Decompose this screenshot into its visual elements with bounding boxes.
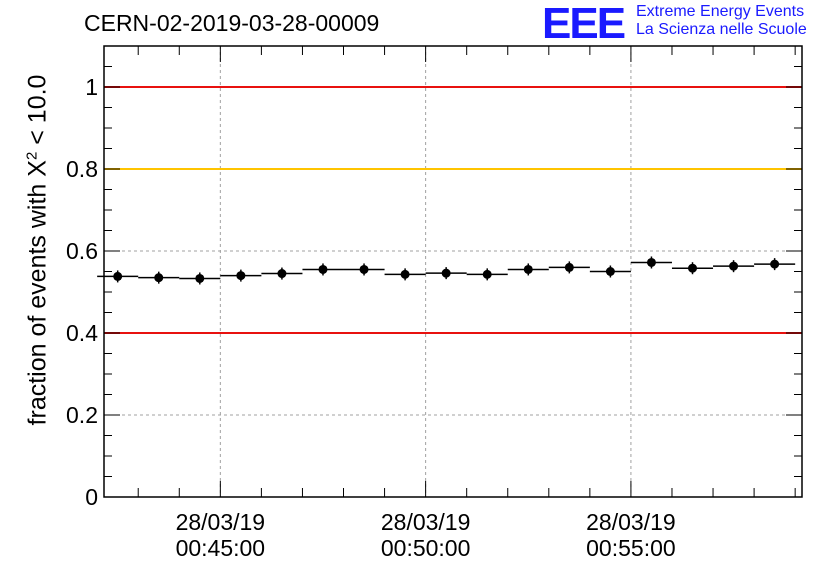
y-tick-label: 0.2 — [66, 402, 98, 428]
data-point — [318, 264, 328, 274]
y-tick-label: 0.8 — [66, 156, 98, 182]
axes — [103, 45, 803, 498]
x-tick-label-time: 00:45:00 — [176, 535, 266, 561]
data-point — [770, 259, 780, 269]
y-tick-label: 0 — [85, 484, 98, 510]
data-points — [97, 256, 796, 285]
plot-frame — [103, 45, 803, 498]
data-point — [523, 264, 533, 274]
data-point — [441, 268, 451, 278]
eee-logo: EEE — [542, 0, 626, 48]
data-point — [236, 271, 246, 281]
x-tick-label-date: 28/03/19 — [176, 509, 266, 535]
data-point — [482, 269, 492, 279]
y-tick-label: 0.4 — [66, 320, 98, 346]
brand-line-1: Extreme Energy Events — [636, 3, 805, 20]
tick-labels: 00.20.40.60.8128/03/1900:45:0028/03/1900… — [66, 74, 676, 561]
data-point — [688, 263, 698, 273]
data-point — [277, 269, 287, 279]
data-point — [359, 264, 369, 274]
y-tick-label: 0.6 — [66, 238, 98, 264]
data-point — [113, 271, 123, 281]
chart-title: CERN-02-2019-03-28-00009 — [84, 10, 380, 36]
data-point — [195, 273, 205, 283]
x-tick-label-date: 28/03/19 — [381, 509, 471, 535]
brand-text: Extreme Energy Events La Scienza nelle S… — [636, 3, 807, 39]
data-point — [646, 257, 656, 267]
y-tick-label: 1 — [85, 74, 98, 100]
x-tick-label-date: 28/03/19 — [586, 509, 676, 535]
x-tick-label-time: 00:50:00 — [381, 535, 471, 561]
grid — [104, 46, 802, 497]
data-point — [605, 267, 615, 276]
data-point — [154, 273, 164, 283]
brand-line-2: La Scienza nelle Scuole — [636, 21, 807, 38]
data-point — [729, 261, 739, 271]
x-tick-label-time: 00:55:00 — [586, 535, 676, 561]
data-point — [564, 262, 574, 272]
reference-lines — [104, 86, 802, 334]
data-point — [400, 269, 410, 279]
